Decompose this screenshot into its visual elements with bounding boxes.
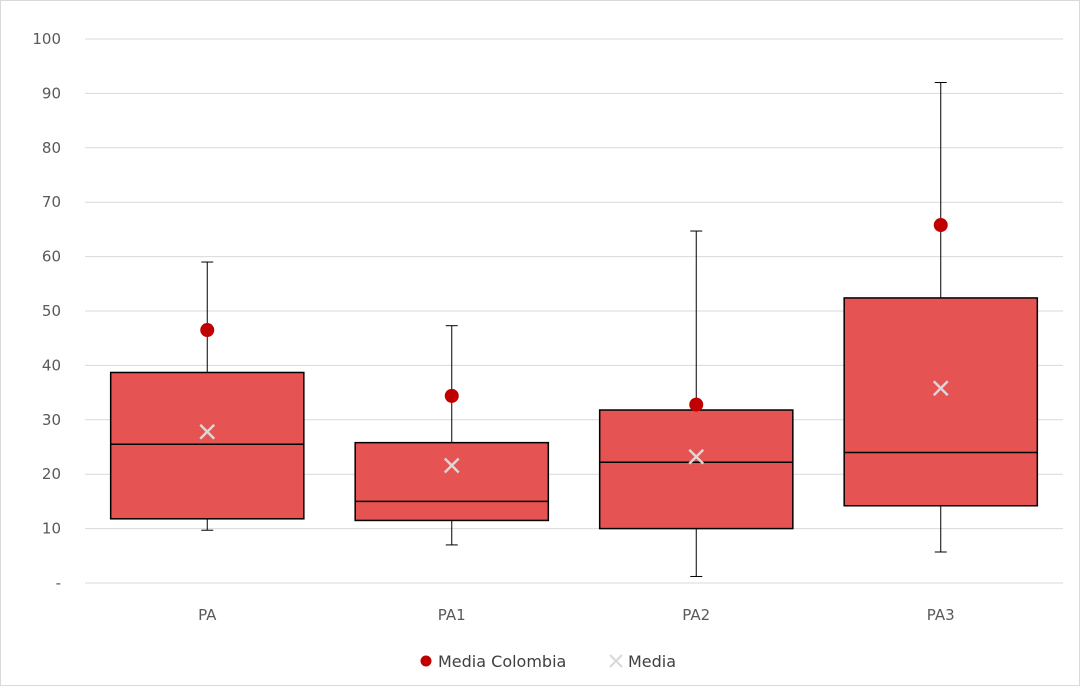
y-tick-label: 40 (42, 356, 61, 374)
x-tick-label: PA3 (927, 606, 955, 624)
media-marker-stroke (443, 457, 460, 474)
x-axis-tick-labels: PA PA1 PA2 PA3 (198, 606, 955, 624)
y-axis-tick-labels: - 10 20 30 40 50 60 70 80 90 100 (32, 30, 61, 592)
legend-label-media: Media (628, 652, 676, 671)
legend-label-media-colombia: Media Colombia (438, 652, 566, 671)
x-tick-label: PA1 (438, 606, 466, 624)
media-marker-stroke (688, 448, 705, 465)
x-tick-label: PA2 (682, 606, 710, 624)
media-marker-stroke (932, 380, 949, 397)
y-tick-label: 20 (42, 465, 61, 483)
legend-marker-media-colombia (420, 655, 432, 667)
y-tick-label: 70 (42, 193, 61, 211)
y-tick-label: 80 (42, 139, 61, 157)
y-tick-label: 90 (42, 84, 61, 102)
media-colombia-point (689, 397, 704, 412)
legend-x-stroke (609, 654, 623, 668)
y-tick-label: 50 (42, 302, 61, 320)
media-marker (199, 423, 216, 440)
box-pa (109, 261, 305, 531)
marker-series (199, 218, 949, 474)
y-tick-label: 30 (42, 411, 61, 429)
x-tick-label: PA (198, 606, 217, 624)
y-tick-label: 60 (42, 248, 61, 266)
media-marker (932, 380, 949, 397)
box-iqr (109, 371, 305, 520)
media-colombia-point (200, 323, 215, 338)
legend-marker-media (609, 654, 623, 668)
y-tick-label: 100 (32, 30, 61, 48)
y-tick-label: - (56, 574, 61, 592)
media-marker (688, 448, 705, 465)
y-tick-label: 10 (42, 520, 61, 538)
box-pa3 (843, 82, 1039, 553)
media-marker-stroke (199, 423, 216, 440)
media-colombia-point (933, 218, 948, 233)
media-colombia-point (444, 388, 459, 403)
box-pa1 (354, 325, 550, 546)
box-series (109, 82, 1039, 577)
box-iqr (354, 441, 550, 522)
box-iqr (843, 297, 1039, 507)
legend: Media Colombia Media (420, 652, 676, 671)
media-marker (443, 457, 460, 474)
box-iqr (598, 409, 794, 530)
